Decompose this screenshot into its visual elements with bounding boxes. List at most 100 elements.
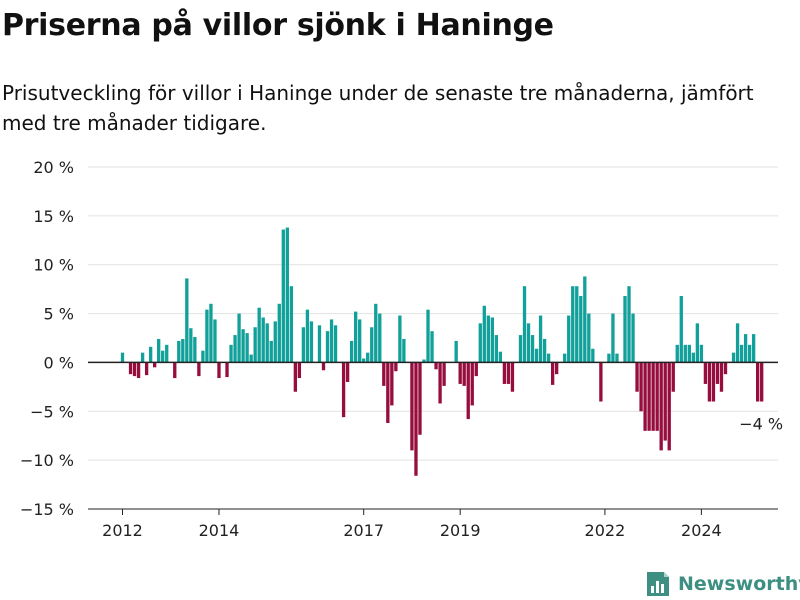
bar	[333, 325, 338, 363]
bars	[120, 227, 764, 476]
bar	[438, 362, 442, 404]
brand-logo: Newsworthy	[644, 570, 800, 598]
bar	[217, 362, 221, 379]
bar	[317, 325, 322, 363]
bar	[410, 362, 414, 451]
bar	[538, 315, 543, 363]
bar	[402, 338, 406, 363]
bar	[209, 303, 213, 363]
bar	[454, 340, 458, 363]
x-tick-label: 2014	[199, 521, 240, 540]
bar	[390, 362, 394, 406]
bar	[731, 352, 736, 363]
bar	[739, 344, 744, 363]
x-tick-label: 2024	[681, 521, 722, 540]
chart-subtitle: Prisutveckling för villor i Haninge unde…	[2, 81, 754, 135]
bar	[305, 309, 310, 363]
bar	[422, 359, 426, 363]
bar	[358, 319, 362, 363]
bar	[442, 362, 446, 386]
bar	[309, 321, 314, 363]
bar	[571, 286, 575, 363]
bar	[394, 362, 398, 372]
bar	[671, 362, 675, 392]
y-tick-label: 20 %	[33, 158, 74, 177]
bar	[747, 344, 752, 363]
bar	[245, 333, 249, 363]
bar	[615, 353, 619, 363]
bar	[703, 362, 708, 384]
bar	[325, 331, 330, 363]
gridlines	[88, 166, 778, 510]
newsworthy-logo-icon	[647, 572, 669, 596]
bar	[329, 319, 334, 363]
bar	[281, 229, 285, 363]
bar	[201, 350, 205, 363]
bar	[494, 335, 499, 363]
bar	[140, 352, 145, 363]
bar	[506, 362, 511, 384]
bar	[382, 362, 386, 386]
x-tick-label: 2019	[440, 521, 481, 540]
bar	[148, 346, 153, 363]
bar	[643, 362, 647, 431]
bar	[249, 354, 253, 363]
bar	[502, 362, 507, 384]
bar	[261, 317, 265, 363]
bar	[599, 362, 603, 402]
brand-name: Newsworthy	[678, 573, 800, 595]
bar	[655, 362, 659, 431]
bar	[128, 362, 133, 375]
bar	[518, 335, 523, 363]
bar	[136, 362, 141, 379]
x-tick-label: 2022	[585, 521, 626, 540]
y-axis-labels: 20 % 15 % 10 % 5 % 0 % −5 % −10 % −15 %	[20, 158, 74, 519]
bar	[583, 276, 587, 363]
bar	[591, 348, 595, 363]
bar	[434, 362, 438, 370]
bar	[474, 362, 478, 377]
bar	[735, 323, 740, 363]
bar	[362, 358, 366, 363]
y-tick-label: 10 %	[33, 256, 74, 275]
bar	[687, 344, 691, 363]
bar	[723, 362, 728, 375]
bar	[627, 286, 631, 363]
bar	[663, 362, 667, 441]
bar	[639, 362, 643, 412]
bar	[265, 323, 269, 363]
bar	[366, 352, 370, 363]
bar	[679, 295, 683, 363]
bar	[132, 362, 137, 377]
bar	[386, 362, 390, 424]
bar	[466, 362, 470, 420]
bar	[651, 362, 655, 431]
x-tick-label: 2017	[343, 521, 384, 540]
bar	[607, 353, 611, 363]
bar	[161, 350, 165, 363]
bar	[237, 313, 241, 363]
bar	[233, 335, 237, 363]
bar	[193, 337, 197, 363]
bar	[225, 362, 229, 378]
bar	[241, 329, 245, 363]
bar	[229, 344, 233, 363]
bar	[301, 327, 306, 363]
x-axis-labels: 2012 2014 2017 2019 2022 2024	[102, 509, 722, 540]
bar	[418, 362, 422, 435]
bar	[398, 315, 402, 363]
bar	[462, 362, 466, 386]
bar	[197, 362, 201, 377]
bar	[635, 362, 639, 392]
bar	[751, 334, 756, 363]
bar	[426, 309, 430, 363]
bar	[550, 362, 555, 385]
bar	[707, 362, 712, 402]
bar	[526, 323, 531, 363]
bar	[478, 323, 482, 363]
bar	[486, 315, 490, 363]
bar	[157, 338, 161, 363]
bar	[743, 334, 748, 363]
bar	[321, 362, 326, 371]
